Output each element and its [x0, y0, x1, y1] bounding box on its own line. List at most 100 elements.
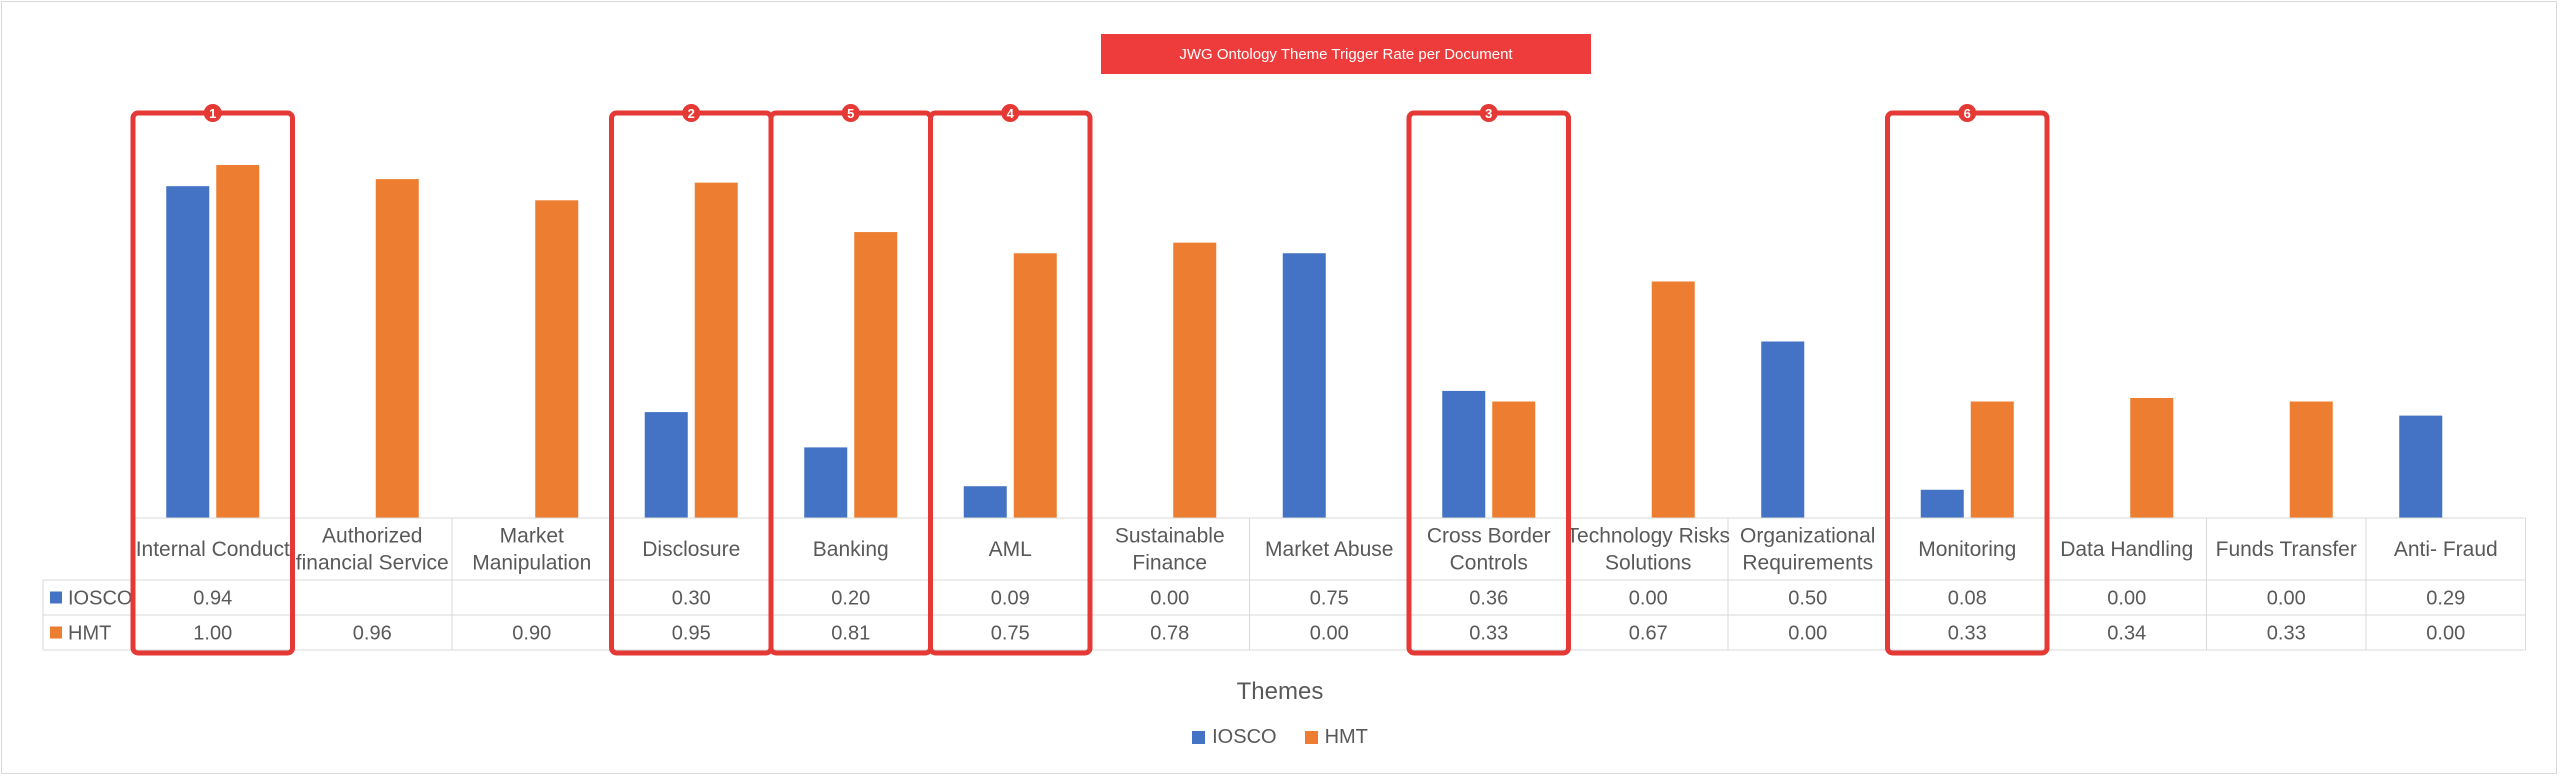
highlight-badge-label-3: 3 [1485, 106, 1492, 121]
bar-hmt-monitoring [1970, 401, 2014, 518]
data-label-hmt-anti-fraud: 0.00 [2426, 623, 2465, 645]
data-label-iosco-aml: 0.09 [991, 588, 1030, 610]
category-label-aml: AML [989, 538, 1032, 561]
data-label-iosco-monitoring: 0.08 [1948, 588, 1987, 610]
data-label-iosco-market-abuse: 0.75 [1310, 588, 1349, 610]
data-label-iosco-disclosure: 0.30 [672, 588, 711, 610]
bar-hmt-authorized-financial-service [375, 179, 419, 518]
bar-iosco-internal-conduct [166, 186, 210, 518]
category-label-disclosure: Disclosure [642, 538, 740, 561]
highlight-box-2 [609, 110, 774, 656]
category-label-anti-fraud: Anti- Fraud [2394, 538, 2498, 561]
highlight-badge-5 [841, 104, 860, 122]
bar-hmt-disclosure [694, 182, 738, 518]
bar-hmt-market-manipulation [535, 200, 579, 519]
highlight-badge-6 [1958, 104, 1977, 122]
category-label-market-abuse: Market Abuse [1265, 538, 1393, 561]
bar-iosco-market-abuse [1282, 253, 1326, 518]
category-label-sustainable-finance-line2: Finance [1132, 552, 1207, 575]
highlight-box-4 [928, 110, 1093, 656]
legend-swatch-hmt [1304, 731, 1318, 744]
category-label-organizational-requirements-line1: Organizational [1740, 525, 1875, 548]
data-label-iosco-cross-border-controls: 0.36 [1469, 588, 1508, 610]
data-label-hmt-market-manipulation: 0.90 [512, 623, 551, 645]
table-row-header-hmt: HMT [68, 623, 111, 645]
category-label-organizational-requirements-line2: Requirements [1742, 552, 1873, 575]
data-label-hmt-banking: 0.81 [831, 623, 870, 645]
bar-hmt-banking [854, 232, 898, 518]
data-label-iosco-anti-fraud: 0.29 [2426, 588, 2465, 610]
x-axis-label: Themes [1236, 678, 1324, 705]
data-label-hmt-market-abuse: 0.00 [1310, 623, 1349, 645]
bar-iosco-disclosure [644, 412, 688, 518]
legend-swatch-iosco [1192, 731, 1206, 744]
highlight-badge-label-4: 4 [1007, 106, 1015, 121]
category-label-technology-risks-solutions-line2: Solutions [1605, 552, 1691, 575]
data-table: Internal Conduct Authorized financial Serv… [42, 517, 2526, 651]
bar-iosco-cross-border-controls [1442, 390, 1486, 518]
category-label-banking: Banking [813, 538, 889, 561]
legend-item-iosco: IOSCO [1192, 726, 1277, 749]
chart-title: JWG Ontology Theme Trigger Rate per Docu… [1101, 34, 1591, 74]
bar-hmt-aml [1013, 253, 1057, 518]
table-swatch-iosco [50, 591, 62, 604]
legend-item-hmt: HMT [1304, 726, 1368, 749]
bar-iosco-organizational-requirements [1761, 341, 1805, 518]
data-label-hmt-aml: 0.75 [991, 623, 1030, 645]
data-label-hmt-technology-risks-solutions: 0.67 [1629, 623, 1668, 645]
highlight-badge-label-6: 6 [1964, 106, 1971, 121]
highlight-box-5 [768, 110, 933, 656]
data-label-iosco-internal-conduct: 0.94 [193, 588, 232, 610]
category-label-market-manipulation-line2: Manipulation [472, 552, 591, 575]
bar-hmt-data-handling [2130, 397, 2174, 518]
legend-label-iosco: IOSCO [1212, 726, 1277, 748]
bar-hmt-internal-conduct [216, 165, 260, 518]
category-label-technology-risks-solutions-line1: Technology Risks [1567, 525, 1730, 548]
legend-label-hmt: HMT [1324, 726, 1368, 748]
highlight-layer: 1 2 5 4 3 6 [130, 104, 2050, 656]
highlight-box-6 [1885, 110, 2050, 656]
data-label-hmt-authorized-financial-service: 0.96 [353, 623, 392, 645]
category-label-authorized-financial-service-line1: Authorized [322, 525, 422, 548]
table-row-header-iosco: IOSCO [68, 588, 132, 610]
category-label-cross-border-controls-line2: Controls [1450, 552, 1528, 575]
bar-hmt-sustainable-finance [1173, 242, 1217, 518]
data-label-hmt-monitoring: 0.33 [1948, 623, 1987, 645]
bar-hmt-technology-risks-solutions [1651, 281, 1695, 518]
data-label-hmt-disclosure: 0.95 [672, 623, 711, 645]
category-label-cross-border-controls-line1: Cross Border [1427, 525, 1551, 548]
category-label-monitoring: Monitoring [1918, 538, 2016, 561]
bars-layer [166, 165, 2443, 519]
data-label-iosco-funds-transfer: 0.00 [2267, 588, 2306, 610]
highlight-badge-2 [682, 104, 701, 122]
bar-iosco-banking [804, 447, 848, 518]
highlight-badge-1 [203, 104, 222, 122]
highlight-badge-4 [1001, 104, 1020, 122]
highlight-badge-label-5: 5 [847, 106, 854, 121]
data-label-iosco-organizational-requirements: 0.50 [1788, 588, 1827, 610]
highlight-badge-label-2: 2 [688, 106, 695, 121]
category-label-market-manipulation-line1: Market [500, 525, 564, 548]
table-swatch-hmt [50, 626, 62, 639]
bar-hmt-cross-border-controls [1492, 401, 1536, 518]
data-label-iosco-data-handling: 0.00 [2107, 588, 2146, 610]
bar-iosco-monitoring [1920, 489, 1964, 518]
category-label-authorized-financial-service-line2: financial Service [296, 552, 449, 575]
data-label-iosco-sustainable-finance: 0.00 [1150, 588, 1189, 610]
data-label-hmt-internal-conduct: 1.00 [193, 623, 232, 645]
category-label-sustainable-finance-line1: Sustainable [1115, 525, 1225, 548]
highlight-box-1 [130, 110, 295, 656]
data-label-hmt-cross-border-controls: 0.33 [1469, 623, 1508, 645]
bar-iosco-aml [963, 486, 1007, 518]
data-label-iosco-technology-risks-solutions: 0.00 [1629, 588, 1668, 610]
data-label-hmt-data-handling: 0.34 [2107, 623, 2146, 645]
bar-iosco-anti-fraud [2399, 415, 2443, 518]
highlight-badge-3 [1479, 104, 1498, 122]
category-label-internal-conduct: Internal Conduct [136, 538, 290, 561]
data-label-iosco-banking: 0.20 [831, 588, 870, 610]
bar-hmt-funds-transfer [2289, 401, 2333, 518]
data-label-hmt-sustainable-finance: 0.78 [1150, 623, 1189, 645]
category-label-data-handling: Data Handling [2060, 538, 2193, 561]
